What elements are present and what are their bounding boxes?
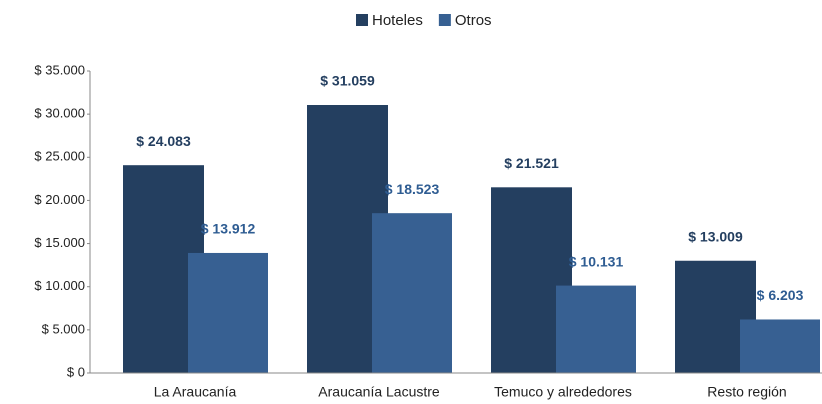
bar [556,285,636,373]
x-tick-label: Temuco y alrededores [494,384,632,400]
bar [188,252,268,373]
value-label: $ 13.912 [201,221,256,237]
bar [372,213,452,373]
value-label: $ 10.131 [569,253,624,269]
value-label: $ 21.521 [504,155,559,171]
y-tick-label: $ 25.000 [34,149,85,164]
value-label: $ 18.523 [385,181,440,197]
y-tick-label: $ 15.000 [34,235,85,250]
y-tick-label: $ 30.000 [34,106,85,121]
value-label: $ 6.203 [757,287,804,303]
legend-label: Hoteles [372,12,423,29]
x-tick-label: Resto región [707,384,786,400]
legend-swatch [356,14,368,26]
value-label: $ 24.083 [136,133,191,149]
value-label: $ 13.009 [688,228,743,244]
y-tick-label: $ 20.000 [34,192,85,207]
bar [740,319,820,373]
y-tick-label: $ 10.000 [34,278,85,293]
legend-swatch [438,14,451,26]
value-label: $ 31.059 [320,73,375,89]
y-tick-label: $ 35.000 [34,62,85,77]
legend-label: Otros [455,12,492,29]
y-tick-label: $ 5.000 [42,321,85,336]
y-tick-label: $ 0 [67,364,85,379]
x-tick-label: La Araucanía [154,384,237,400]
x-tick-label: Araucanía Lacustre [318,384,440,400]
